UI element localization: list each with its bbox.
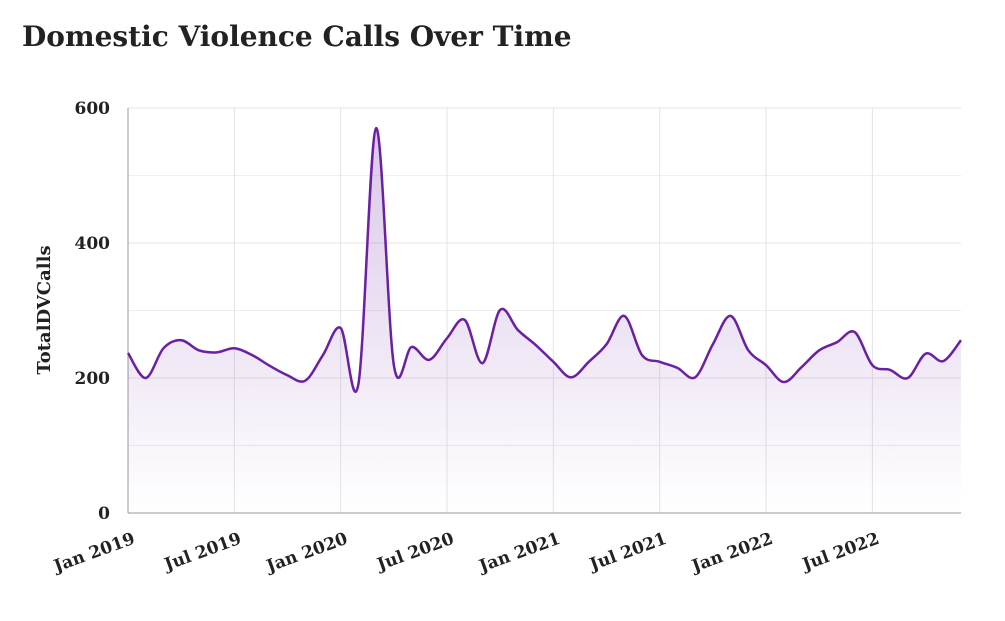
line xyxy=(126,126,962,394)
y-tick-label: 600 xyxy=(75,99,111,119)
x-tick-label: Jul 2021 xyxy=(585,529,669,576)
x-tick-label: Jul 2019 xyxy=(160,529,244,576)
y-axis-label: TotalDVCalls xyxy=(34,245,55,374)
x-tick-label: Jul 2020 xyxy=(373,529,457,576)
x-tick-label: Jan 2022 xyxy=(687,529,775,577)
x-tick-label: Jul 2022 xyxy=(798,529,882,576)
chart-title: Domestic Violence Calls Over Time xyxy=(22,20,572,53)
y-tick-label: 0 xyxy=(98,504,110,524)
x-tick-label: Jan 2020 xyxy=(262,529,350,577)
x-tick-label: Jan 2021 xyxy=(475,529,563,577)
x-tick-label: Jan 2019 xyxy=(49,529,137,577)
area xyxy=(128,128,961,513)
y-tick-label: 200 xyxy=(75,369,111,389)
y-tick-label: 400 xyxy=(75,234,111,254)
